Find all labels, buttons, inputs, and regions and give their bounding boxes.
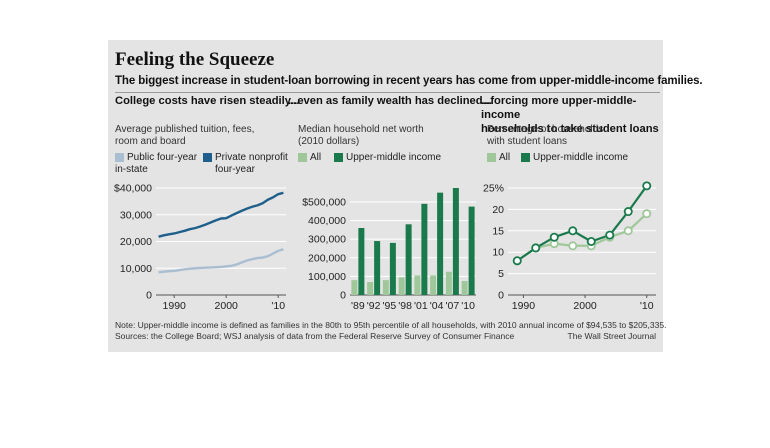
y-tick-label: 200,000 bbox=[308, 252, 346, 264]
y-tick-label: 20,000 bbox=[120, 236, 152, 248]
tuition-line-chart: $40,000 30,000 20,000 10,000 0 1990 2000 '10 bbox=[114, 183, 286, 312]
y-tick-label: 25% bbox=[483, 183, 504, 195]
x-tick-label: '01 bbox=[414, 300, 428, 312]
x-tick-label: '10 bbox=[640, 300, 654, 312]
graphic-panel: Feeling the Squeeze The biggest increase… bbox=[108, 40, 703, 352]
credit: The Wall Street Journal bbox=[567, 331, 657, 341]
bar-all bbox=[461, 281, 468, 295]
bar-upper-middle bbox=[421, 203, 428, 295]
x-tick-label: 1990 bbox=[163, 300, 187, 312]
y-tick-label: 100,000 bbox=[308, 271, 346, 283]
bar-upper-middle bbox=[374, 241, 381, 295]
y-tick-label: 0 bbox=[146, 290, 152, 302]
y-tick-label: 15 bbox=[492, 225, 504, 237]
series-line-private bbox=[158, 191, 284, 238]
point-upper-middle bbox=[512, 256, 522, 266]
y-tick-label: 20 bbox=[492, 204, 504, 216]
bar-upper-middle bbox=[389, 242, 396, 295]
bar-all bbox=[430, 275, 437, 295]
x-tick-label: 2000 bbox=[573, 300, 597, 312]
bar-all bbox=[414, 275, 421, 295]
graphic-subtitle: The biggest increase in student-loan bor… bbox=[115, 75, 703, 87]
point-upper-middle bbox=[549, 232, 559, 242]
legend-swatch-umi-loans bbox=[521, 153, 530, 162]
point-all bbox=[568, 241, 578, 251]
y-tick-label: $40,000 bbox=[114, 183, 152, 195]
x-tick-label: 2000 bbox=[215, 300, 239, 312]
legend-swatch-private bbox=[203, 153, 212, 162]
legend-umi-loans: Upper-middle income bbox=[521, 152, 628, 164]
bar-all bbox=[398, 277, 405, 295]
footnote: Note: Upper-middle income is defined as … bbox=[115, 320, 667, 330]
x-tick-label: '95 bbox=[383, 300, 397, 312]
legend-private: Private nonprofit four-year bbox=[203, 152, 288, 176]
bar-upper-middle bbox=[405, 224, 412, 295]
x-tick-label: '98 bbox=[398, 300, 412, 312]
y-tick-label: 300,000 bbox=[308, 234, 346, 246]
legend-public: Public four-year in-state bbox=[115, 152, 198, 175]
student-loans-line-chart: 25% 20 15 10 5 0 1990 2000 '10 bbox=[483, 181, 656, 312]
legend-all-wealth: All bbox=[298, 152, 321, 164]
bar-all bbox=[351, 280, 358, 295]
x-tick-label: 1990 bbox=[512, 300, 536, 312]
point-upper-middle bbox=[605, 230, 615, 240]
graphic-title: Feeling the Squeeze bbox=[115, 49, 275, 70]
bar-upper-middle bbox=[468, 206, 475, 295]
point-upper-middle bbox=[642, 181, 652, 191]
legend-all-loans: All bbox=[487, 152, 510, 164]
divider bbox=[115, 92, 660, 93]
panel2-headline: ...even as family wealth has declined... bbox=[288, 95, 492, 107]
y-tick-label: 10 bbox=[492, 247, 504, 259]
y-tick-label: 0 bbox=[498, 290, 504, 302]
bar-all bbox=[367, 281, 374, 295]
panel1-headline: College costs have risen steadily... bbox=[115, 95, 300, 107]
point-all bbox=[623, 226, 633, 236]
x-tick-label: '89 bbox=[351, 300, 365, 312]
legend-swatch-public bbox=[115, 153, 124, 162]
x-tick-label: '07 bbox=[446, 300, 460, 312]
series-line-public bbox=[158, 248, 284, 274]
sources: Sources: the College Board; WSJ analysis… bbox=[115, 331, 515, 341]
x-tick-label: '10 bbox=[461, 300, 475, 312]
point-upper-middle bbox=[623, 207, 633, 217]
x-tick-label: '04 bbox=[430, 300, 444, 312]
panel3-headline: ...forcing more upper-middle-income house… bbox=[481, 95, 659, 135]
point-all bbox=[642, 209, 652, 219]
panel3-unit: Percentage of households with student loa… bbox=[487, 124, 604, 147]
x-tick-label: '92 bbox=[367, 300, 381, 312]
point-upper-middle bbox=[531, 243, 541, 253]
net-worth-bar-chart: $500,000 400,000 300,000 200,000 100,000 0 '89… bbox=[302, 188, 476, 312]
legend-swatch-all-wealth bbox=[298, 153, 307, 162]
panel1-unit: Average published tuition, fees, room and… bbox=[115, 124, 255, 147]
y-tick-label: 10,000 bbox=[120, 263, 152, 275]
bar-upper-middle bbox=[358, 228, 365, 295]
bar-all bbox=[445, 271, 452, 295]
bar-upper-middle bbox=[452, 188, 459, 295]
bar-all bbox=[382, 280, 389, 295]
bar-upper-middle bbox=[437, 192, 444, 295]
x-tick-label: '10 bbox=[271, 300, 285, 312]
panel2-unit: Median household net worth (2010 dollars) bbox=[298, 124, 424, 147]
y-tick-label: $500,000 bbox=[302, 196, 346, 208]
legend-umi-wealth: Upper-middle income bbox=[334, 152, 441, 164]
y-tick-label: 400,000 bbox=[308, 215, 346, 227]
legend-swatch-all-loans bbox=[487, 153, 496, 162]
y-tick-label: 5 bbox=[498, 268, 504, 280]
legend-swatch-umi-wealth bbox=[334, 153, 343, 162]
point-upper-middle bbox=[568, 226, 578, 236]
point-upper-middle bbox=[586, 237, 596, 247]
y-tick-label: 0 bbox=[340, 290, 346, 302]
y-tick-label: 30,000 bbox=[120, 209, 152, 221]
